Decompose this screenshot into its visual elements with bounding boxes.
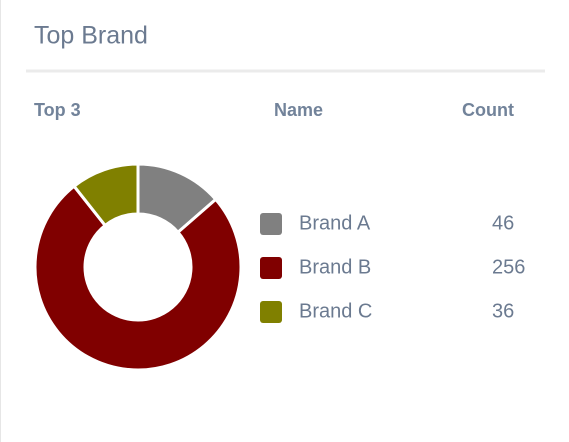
slice (33, 184, 243, 372)
legend-label: Brand B (299, 256, 371, 278)
column-header: Top 3 (34, 100, 81, 120)
slice (71, 162, 140, 228)
legend-label: Brand A (299, 212, 371, 234)
legend-label: Brand C (299, 300, 372, 322)
column-header: Count (462, 100, 514, 120)
legend-swatch (260, 257, 282, 279)
column-header: Name (274, 100, 323, 120)
count-label: 256 (492, 256, 525, 278)
legend-swatch (260, 301, 282, 323)
card-title: Top Brand (34, 22, 148, 50)
count-label: 36 (492, 300, 514, 322)
count-label: 46 (492, 212, 514, 234)
legend-swatch (260, 213, 282, 235)
